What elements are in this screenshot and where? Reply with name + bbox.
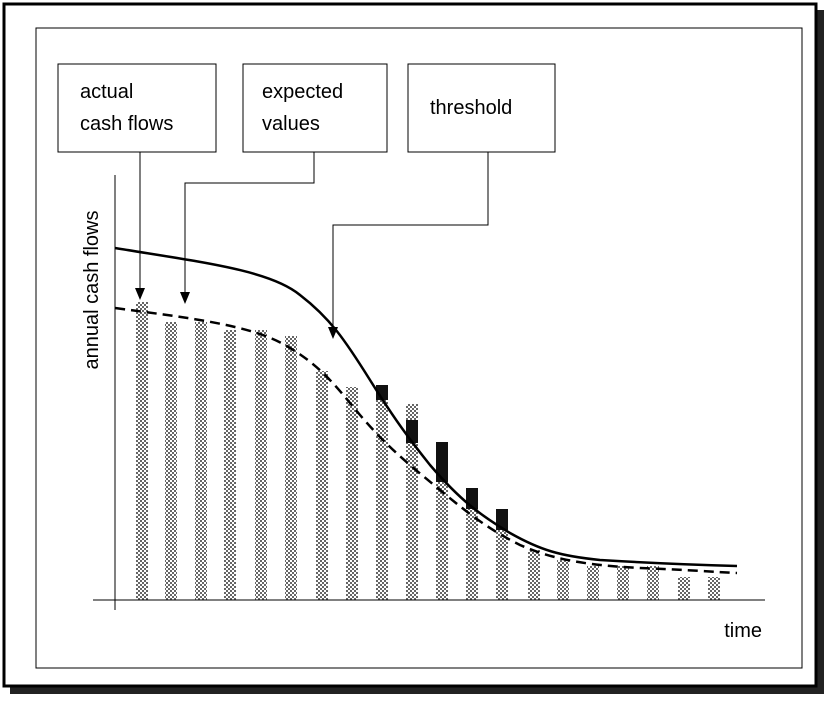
label-text: cash flows — [80, 113, 173, 135]
label-text: expected — [262, 81, 343, 103]
threshold-line — [114, 246, 738, 568]
label-box — [407, 63, 556, 153]
label-box — [242, 63, 388, 153]
label-box — [57, 63, 217, 153]
label-text: values — [262, 113, 320, 135]
bars — [136, 302, 720, 600]
expected-line — [114, 306, 738, 575]
label-text: threshold — [430, 97, 512, 119]
x-axis-label: time — [724, 620, 762, 642]
arrowheads — [135, 288, 338, 339]
connectors — [139, 152, 489, 335]
inner-frame — [35, 27, 803, 669]
y-axis-label: annual cash flows — [81, 211, 103, 370]
label-text: actual — [80, 81, 133, 103]
